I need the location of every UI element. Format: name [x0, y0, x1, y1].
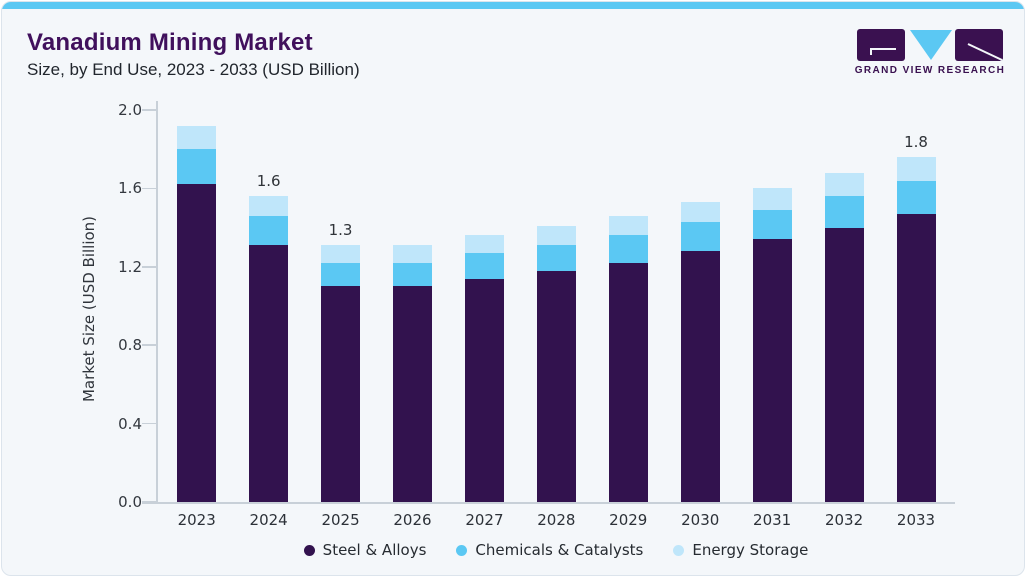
legend-label-steel-alloys: Steel & Alloys	[322, 541, 427, 559]
bar-segment-energy-storage-2024	[249, 196, 289, 216]
legend-item-energy-storage: Energy Storage	[673, 541, 808, 559]
bar-segment-energy-storage-2030	[680, 202, 720, 222]
y-tick-mark-1.2	[142, 266, 157, 268]
y-tick-label-2.0: 2.0	[118, 101, 142, 119]
gvr-logo-icon	[857, 29, 1003, 61]
bar-segment-chemicals-catalysts-2031	[752, 209, 792, 240]
x-axis-label-2029: 2029	[609, 511, 648, 529]
legend-dot-chemicals-catalysts	[456, 544, 468, 556]
bar-segment-steel-alloys-2028	[536, 270, 576, 502]
bar-segment-energy-storage-2032	[824, 172, 864, 197]
bar-segment-chemicals-catalysts-2030	[680, 221, 720, 252]
bar-segment-chemicals-catalysts-2024	[249, 215, 289, 246]
bar-segment-steel-alloys-2030	[680, 251, 720, 502]
bar-segment-chemicals-catalysts-2029	[608, 235, 648, 263]
x-axis-label-2026: 2026	[393, 511, 432, 529]
bar-segment-chemicals-catalysts-2025	[321, 262, 361, 287]
x-axis-label-2032: 2032	[824, 511, 864, 529]
bar-segment-chemicals-catalysts-2027	[464, 253, 504, 279]
bar-segment-steel-alloys-2033	[896, 213, 936, 502]
page-subtitle: Size, by End Use, 2023 - 2033 (USD Billi…	[27, 60, 360, 79]
y-tick-mark-0.0	[142, 501, 157, 503]
bar-segment-steel-alloys-2029	[608, 262, 648, 502]
y-tick-mark-2.0	[142, 109, 157, 111]
bar-segment-energy-storage-2033	[896, 157, 936, 181]
bar-total-label-2025: 1.3	[328, 221, 353, 240]
bar-segment-chemicals-catalysts-2026	[392, 262, 432, 287]
bar-segment-steel-alloys-2026	[392, 286, 432, 502]
x-axis-label-2023: 2023	[177, 511, 216, 529]
bar-segment-chemicals-catalysts-2033	[896, 180, 936, 214]
x-axis-label-2030: 2030	[681, 511, 720, 529]
bar-segment-chemicals-catalysts-2028	[536, 245, 576, 271]
bar-segment-steel-alloys-2024	[249, 245, 289, 502]
bar-segment-energy-storage-2031	[752, 188, 792, 210]
legend-item-steel-alloys: Steel & Alloys	[303, 541, 427, 559]
bar-segment-chemicals-catalysts-2032	[824, 196, 864, 228]
bar-segment-steel-alloys-2027	[464, 278, 504, 502]
legend-label-energy-storage: Energy Storage	[692, 541, 809, 559]
bar-segment-steel-alloys-2023	[177, 184, 217, 502]
bar-segment-energy-storage-2027	[464, 235, 504, 254]
bar-segment-energy-storage-2026	[392, 245, 432, 263]
y-tick-label-0.4: 0.4	[118, 414, 142, 433]
x-axis-label-2024: 2024	[249, 511, 288, 529]
chart-legend: Steel & Alloys Chemicals & Catalysts Energ…	[157, 539, 955, 561]
x-axis-label-2025: 2025	[321, 511, 360, 529]
bar-segment-steel-alloys-2025	[321, 286, 361, 502]
gvr-logo-text: GRAND VIEW RESEARCH	[854, 65, 1006, 76]
legend-label-chemicals-catalysts: Chemicals & Catalysts	[475, 541, 644, 559]
bar-total-label-2033: 1.8	[904, 133, 928, 152]
y-tick-label-1.6: 1.6	[118, 179, 142, 198]
x-axis-label-2033: 2033	[896, 511, 936, 529]
x-axis-label-2027: 2027	[465, 511, 504, 529]
x-axis-label-2028: 2028	[537, 511, 576, 529]
page-title: Vanadium Mining Market	[27, 29, 313, 56]
y-tick-mark-1.6	[142, 187, 157, 190]
bar-segment-steel-alloys-2032	[824, 227, 864, 502]
x-axis-label-2031: 2031	[753, 511, 792, 529]
bar-segment-steel-alloys-2031	[752, 239, 792, 502]
top-accent-bar	[2, 2, 1024, 9]
y-tick-label-1.2: 1.2	[118, 257, 142, 276]
legend-dot-energy-storage	[673, 544, 685, 556]
y-axis-label: Market Size (USD Billion)	[80, 215, 98, 403]
bar-segment-energy-storage-2025	[321, 245, 361, 263]
y-tick-mark-0.8	[142, 344, 157, 346]
legend-item-chemicals-catalysts: Chemicals & Catalysts	[456, 541, 643, 559]
grand-view-research-logo: GRAND VIEW RESEARCH	[855, 29, 1005, 76]
bar-segment-chemicals-catalysts-2023	[177, 149, 217, 185]
y-tick-label-0.0: 0.0	[118, 493, 142, 511]
y-tick-mark-0.4	[142, 422, 157, 425]
bar-segment-energy-storage-2028	[536, 225, 576, 246]
y-tick-label-0.8: 0.8	[118, 336, 142, 355]
bar-total-label-2024: 1.6	[256, 172, 281, 191]
bar-segment-energy-storage-2029	[608, 215, 648, 236]
bar-segment-energy-storage-2023	[177, 125, 217, 150]
x-axis-line	[142, 502, 955, 504]
y-axis-line	[156, 101, 158, 503]
legend-dot-steel-alloys	[303, 544, 315, 556]
